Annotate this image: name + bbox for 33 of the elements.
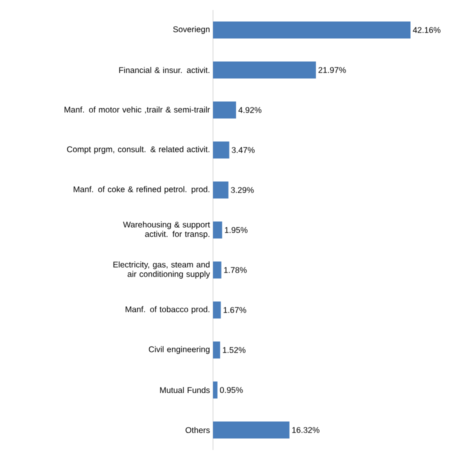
bar bbox=[213, 382, 218, 399]
bar bbox=[213, 22, 411, 38]
y-tick-label: Manf. of tobacco prod. bbox=[126, 306, 210, 314]
bar bbox=[213, 302, 221, 319]
bar bbox=[213, 222, 222, 239]
y-tick-label: Civil engineering bbox=[148, 346, 210, 354]
bar bbox=[213, 62, 316, 78]
bar bbox=[213, 342, 220, 359]
y-tick-label: Electricity, gas, steam and air conditioning supply bbox=[113, 261, 210, 279]
bar bbox=[213, 422, 290, 439]
y-tick-label: Soveriegn bbox=[173, 26, 210, 34]
y-tick-label: Manf. of motor vehic ,trailr & semi-trailr bbox=[64, 106, 210, 114]
y-tick-label: Compt prgm, consult. & related activit. bbox=[67, 146, 210, 154]
y-tick-label: Others bbox=[186, 426, 210, 434]
data-label: 0.95% bbox=[220, 387, 243, 393]
data-label: 4.92% bbox=[238, 107, 262, 113]
bar bbox=[213, 102, 236, 118]
data-label: 42.16% bbox=[412, 27, 440, 33]
y-tick-label: Mutual Funds bbox=[160, 386, 210, 394]
data-label: 1.52% bbox=[222, 347, 246, 353]
data-label: 1.95% bbox=[224, 227, 248, 233]
data-label: 3.29% bbox=[230, 187, 254, 193]
data-label: 21.97% bbox=[318, 67, 346, 73]
y-tick-label: Warehousing & support activit. for transp. bbox=[123, 221, 210, 239]
bar bbox=[213, 182, 228, 199]
data-label: 16.32% bbox=[292, 427, 320, 433]
bar bbox=[213, 262, 222, 279]
data-label: 3.47% bbox=[232, 147, 255, 153]
data-label: 1.67% bbox=[224, 307, 246, 313]
y-tick-label: Financial & insur. activit. bbox=[119, 66, 210, 74]
data-label: 1.78% bbox=[224, 267, 247, 273]
bar bbox=[213, 142, 230, 158]
y-tick-label: Manf. of coke & refined petrol. prod. bbox=[74, 186, 210, 194]
